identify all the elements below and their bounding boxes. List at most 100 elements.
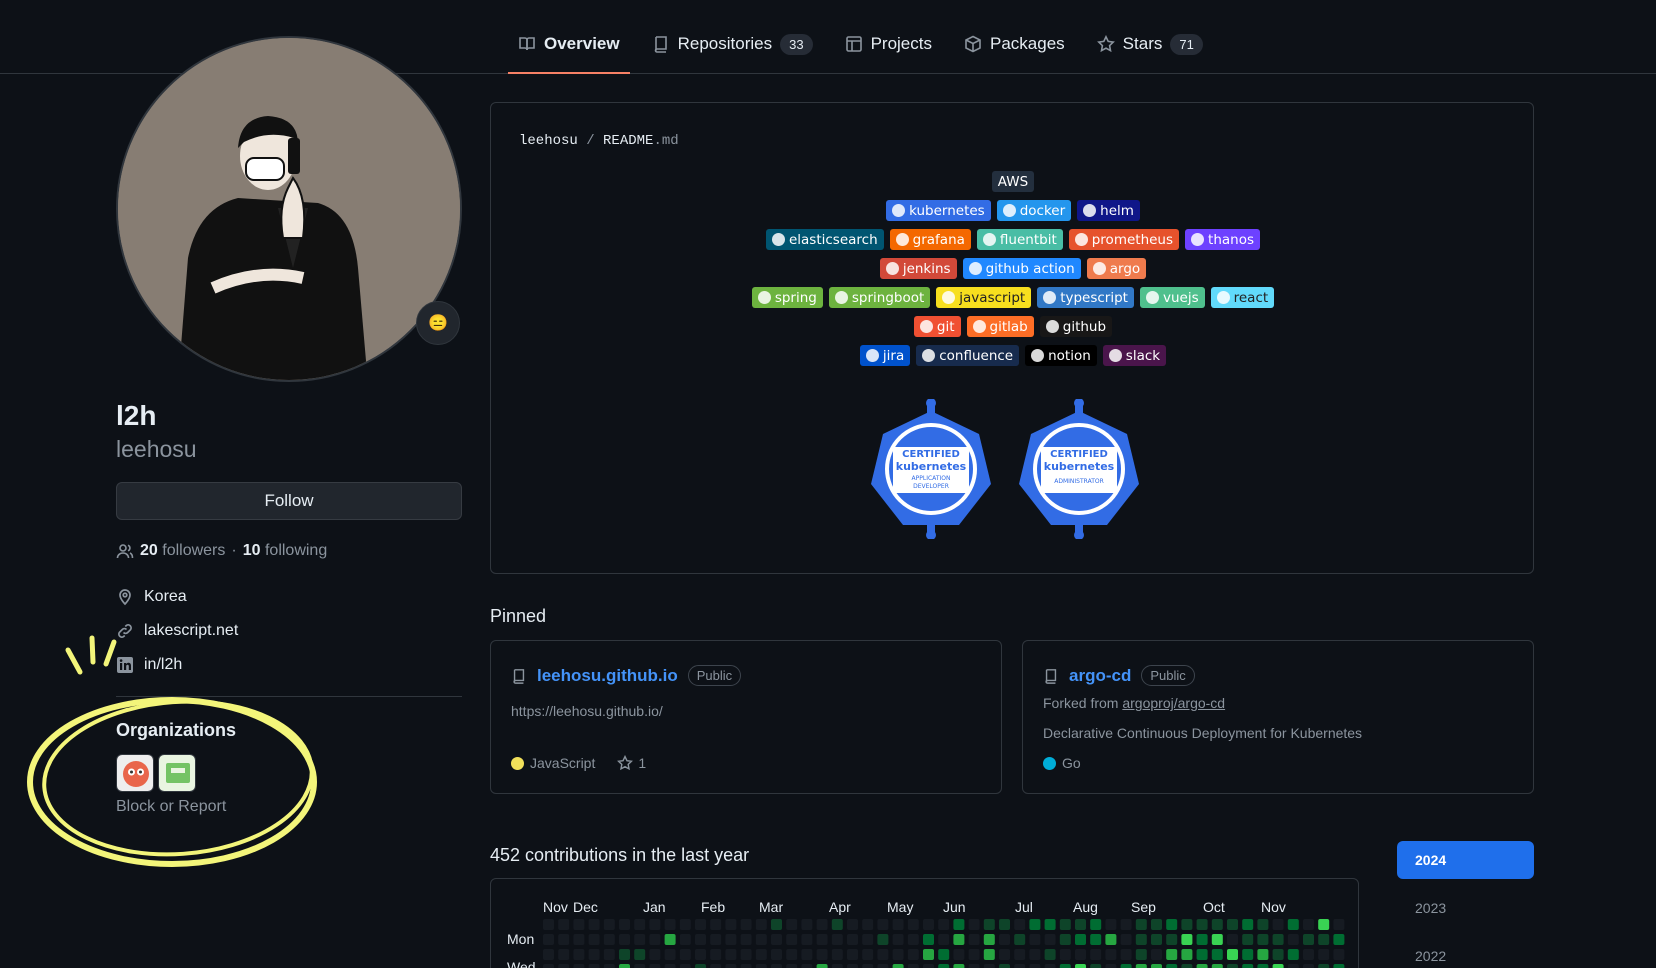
tab-projects[interactable]: Projects <box>835 26 942 62</box>
contribution-cell[interactable] <box>1105 964 1117 968</box>
stars-link[interactable]: 1 <box>617 755 646 771</box>
contribution-cell[interactable] <box>1287 964 1299 968</box>
contribution-cell[interactable] <box>1120 949 1132 960</box>
contribution-cell[interactable] <box>1151 934 1162 945</box>
contribution-cell[interactable] <box>1303 964 1314 968</box>
contribution-cell[interactable] <box>983 949 995 960</box>
contribution-cell[interactable] <box>1211 919 1223 930</box>
contribution-cell[interactable] <box>862 949 874 960</box>
contribution-cell[interactable] <box>619 964 630 968</box>
contribution-cell[interactable] <box>649 934 661 945</box>
contribution-cell[interactable] <box>1257 964 1269 968</box>
contribution-cell[interactable] <box>968 934 980 945</box>
contribution-cell[interactable] <box>573 964 585 968</box>
contribution-cell[interactable] <box>923 949 934 960</box>
tab-overview[interactable]: Overview <box>508 26 630 74</box>
contribution-cell[interactable] <box>907 934 919 945</box>
contribution-cell[interactable] <box>877 949 889 960</box>
contribution-cell[interactable] <box>1014 919 1026 930</box>
contribution-cell[interactable] <box>968 919 980 930</box>
contribution-cell[interactable] <box>938 964 950 968</box>
contribution-cell[interactable] <box>695 964 706 968</box>
contribution-cell[interactable] <box>1333 919 1345 930</box>
contribution-cell[interactable] <box>1166 964 1178 968</box>
contribution-cell[interactable] <box>1120 934 1132 945</box>
contribution-cell[interactable] <box>1318 949 1330 960</box>
contribution-cell[interactable] <box>1014 949 1026 960</box>
contribution-cell[interactable] <box>710 964 722 968</box>
contribution-cell[interactable] <box>816 964 828 968</box>
contribution-cell[interactable] <box>1196 964 1208 968</box>
contribution-cell[interactable] <box>877 919 889 930</box>
contribution-cell[interactable] <box>1135 964 1147 968</box>
contribution-cell[interactable] <box>558 964 570 968</box>
contribution-cell[interactable] <box>1242 949 1254 960</box>
contribution-cell[interactable] <box>1303 919 1314 930</box>
contribution-cell[interactable] <box>1211 964 1223 968</box>
contribution-cell[interactable] <box>634 964 646 968</box>
contribution-cell[interactable] <box>1105 919 1117 930</box>
contribution-cell[interactable] <box>1044 934 1056 945</box>
contribution-cell[interactable] <box>1120 919 1132 930</box>
contribution-cell[interactable] <box>862 934 874 945</box>
contribution-cell[interactable] <box>923 934 934 945</box>
contribution-cell[interactable] <box>968 964 980 968</box>
contribution-cell[interactable] <box>649 919 661 930</box>
contribution-cell[interactable] <box>603 964 615 968</box>
contribution-cell[interactable] <box>1105 934 1117 945</box>
contribution-cell[interactable] <box>847 934 858 945</box>
contribution-cell[interactable] <box>1227 964 1238 968</box>
contribution-cell[interactable] <box>710 934 722 945</box>
contribution-cell[interactable] <box>831 949 843 960</box>
contribution-cell[interactable] <box>983 934 995 945</box>
contribution-cell[interactable] <box>755 934 767 945</box>
contribution-cell[interactable] <box>619 949 630 960</box>
contribution-cell[interactable] <box>892 919 904 930</box>
contribution-cell[interactable] <box>1227 949 1238 960</box>
contribution-cell[interactable] <box>1090 964 1102 968</box>
contribution-cell[interactable] <box>543 919 554 930</box>
contribution-cell[interactable] <box>1135 934 1147 945</box>
contribution-cell[interactable] <box>801 964 813 968</box>
contribution-cell[interactable] <box>1044 949 1056 960</box>
contribution-cell[interactable] <box>801 949 813 960</box>
contribution-cell[interactable] <box>1242 934 1254 945</box>
contribution-cell[interactable] <box>1227 919 1238 930</box>
contribution-cell[interactable] <box>907 949 919 960</box>
contribution-cell[interactable] <box>573 934 585 945</box>
contribution-cell[interactable] <box>771 964 782 968</box>
contribution-cell[interactable] <box>877 964 889 968</box>
contribution-cell[interactable] <box>968 949 980 960</box>
contribution-cell[interactable] <box>1075 919 1086 930</box>
contribution-cell[interactable] <box>847 964 858 968</box>
contribution-cell[interactable] <box>664 949 676 960</box>
contribution-cell[interactable] <box>801 919 813 930</box>
contribution-cell[interactable] <box>1227 934 1238 945</box>
tab-packages[interactable]: Packages <box>954 26 1075 62</box>
year-2024[interactable]: 2024 <box>1397 841 1534 879</box>
contribution-cell[interactable] <box>603 919 615 930</box>
contribution-cell[interactable] <box>938 934 950 945</box>
contribution-cell[interactable] <box>619 919 630 930</box>
contribution-cell[interactable] <box>755 964 767 968</box>
contribution-cell[interactable] <box>634 949 646 960</box>
contribution-cell[interactable] <box>755 949 767 960</box>
contribution-cell[interactable] <box>1044 964 1056 968</box>
contribution-cell[interactable] <box>543 934 554 945</box>
year-2022[interactable]: 2022 <box>1415 948 1447 964</box>
contribution-cell[interactable] <box>603 934 615 945</box>
contribution-cell[interactable] <box>816 949 828 960</box>
contribution-cell[interactable] <box>558 919 570 930</box>
follow-button[interactable]: Follow <box>116 482 462 520</box>
contribution-cell[interactable] <box>603 949 615 960</box>
contribution-cell[interactable] <box>983 919 995 930</box>
contribution-cell[interactable] <box>1120 964 1132 968</box>
contribution-cell[interactable] <box>1211 949 1223 960</box>
status-emoji-button[interactable]: 😑 <box>416 301 460 345</box>
contribution-cell[interactable] <box>588 964 600 968</box>
contribution-cell[interactable] <box>710 919 722 930</box>
contribution-cell[interactable] <box>588 934 600 945</box>
linkedin-row[interactable]: in/l2h <box>116 656 182 674</box>
contribution-cell[interactable] <box>679 949 691 960</box>
contribution-cell[interactable] <box>1242 964 1254 968</box>
